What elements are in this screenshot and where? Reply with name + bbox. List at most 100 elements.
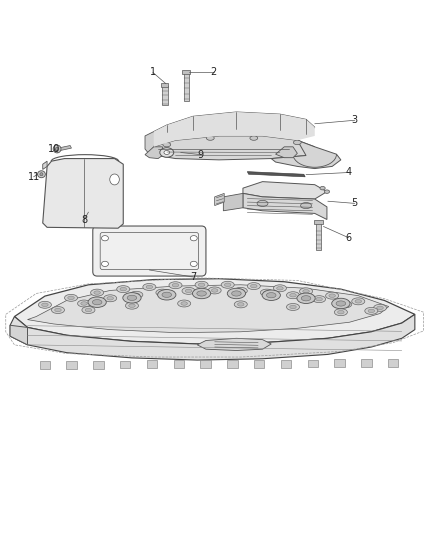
Ellipse shape (146, 285, 152, 289)
Ellipse shape (290, 305, 296, 309)
Ellipse shape (257, 118, 268, 124)
Text: 2: 2 (211, 67, 217, 77)
Ellipse shape (293, 140, 301, 144)
Ellipse shape (193, 116, 219, 128)
Bar (281, 360, 291, 368)
Text: 1: 1 (150, 67, 156, 77)
Polygon shape (271, 140, 341, 168)
Ellipse shape (325, 292, 339, 299)
Ellipse shape (92, 300, 102, 305)
Bar (40, 361, 50, 369)
Ellipse shape (178, 300, 191, 307)
Ellipse shape (224, 283, 231, 287)
Polygon shape (197, 338, 271, 351)
Ellipse shape (336, 301, 346, 306)
Ellipse shape (232, 291, 241, 296)
Ellipse shape (192, 288, 211, 298)
Ellipse shape (55, 308, 61, 312)
Text: 11: 11 (28, 172, 40, 182)
Ellipse shape (221, 281, 234, 288)
Ellipse shape (234, 301, 247, 308)
Bar (388, 359, 398, 367)
Ellipse shape (91, 289, 104, 296)
Polygon shape (215, 193, 224, 206)
Ellipse shape (257, 200, 268, 206)
Ellipse shape (117, 286, 130, 293)
Polygon shape (223, 193, 243, 211)
Text: 10: 10 (48, 144, 60, 154)
Ellipse shape (199, 119, 212, 125)
Ellipse shape (125, 302, 138, 309)
Ellipse shape (129, 304, 135, 308)
Ellipse shape (313, 296, 325, 303)
Bar (361, 359, 371, 367)
Bar (184, 73, 188, 101)
Bar (67, 361, 77, 369)
Ellipse shape (237, 303, 244, 306)
Polygon shape (145, 132, 158, 154)
Ellipse shape (374, 304, 387, 311)
Ellipse shape (264, 291, 270, 294)
Polygon shape (154, 112, 315, 147)
Ellipse shape (55, 147, 59, 151)
Ellipse shape (102, 261, 109, 266)
Ellipse shape (247, 282, 260, 289)
Polygon shape (10, 325, 28, 345)
Ellipse shape (338, 310, 344, 314)
Bar (307, 360, 318, 367)
Text: 4: 4 (346, 167, 352, 177)
Polygon shape (145, 147, 162, 158)
Polygon shape (28, 285, 389, 333)
Bar (316, 223, 321, 250)
Bar (254, 360, 265, 368)
Ellipse shape (352, 298, 365, 305)
Ellipse shape (355, 300, 361, 303)
Ellipse shape (185, 289, 192, 293)
Ellipse shape (320, 187, 325, 190)
Bar (161, 83, 168, 87)
Ellipse shape (159, 291, 166, 294)
Ellipse shape (277, 287, 283, 290)
Ellipse shape (297, 293, 315, 303)
Ellipse shape (120, 287, 127, 291)
Bar (162, 86, 168, 106)
Polygon shape (154, 112, 315, 138)
Ellipse shape (301, 296, 311, 301)
Ellipse shape (368, 309, 374, 313)
Ellipse shape (162, 292, 172, 297)
Ellipse shape (260, 289, 273, 296)
Polygon shape (149, 136, 315, 160)
Polygon shape (14, 279, 415, 344)
Ellipse shape (286, 292, 300, 298)
Ellipse shape (316, 297, 322, 301)
Text: 9: 9 (198, 150, 204, 160)
Ellipse shape (64, 294, 78, 301)
Bar (314, 220, 322, 224)
Ellipse shape (300, 288, 313, 295)
Ellipse shape (88, 297, 106, 308)
Text: 3: 3 (352, 115, 358, 125)
Ellipse shape (195, 281, 208, 288)
Ellipse shape (197, 291, 206, 296)
Ellipse shape (251, 284, 257, 288)
Ellipse shape (190, 261, 197, 266)
Ellipse shape (81, 302, 87, 305)
Ellipse shape (290, 294, 296, 297)
Ellipse shape (303, 289, 309, 293)
Ellipse shape (329, 294, 336, 297)
Ellipse shape (53, 145, 61, 153)
Bar (201, 360, 211, 368)
Bar (93, 361, 104, 368)
Ellipse shape (102, 236, 109, 241)
Ellipse shape (82, 306, 95, 313)
Ellipse shape (339, 301, 352, 308)
Ellipse shape (332, 298, 350, 309)
Ellipse shape (212, 289, 218, 292)
FancyBboxPatch shape (93, 226, 206, 276)
Ellipse shape (198, 283, 205, 287)
Ellipse shape (143, 284, 156, 290)
Ellipse shape (164, 150, 170, 155)
Polygon shape (243, 182, 327, 199)
Ellipse shape (365, 308, 378, 314)
Polygon shape (43, 158, 123, 228)
